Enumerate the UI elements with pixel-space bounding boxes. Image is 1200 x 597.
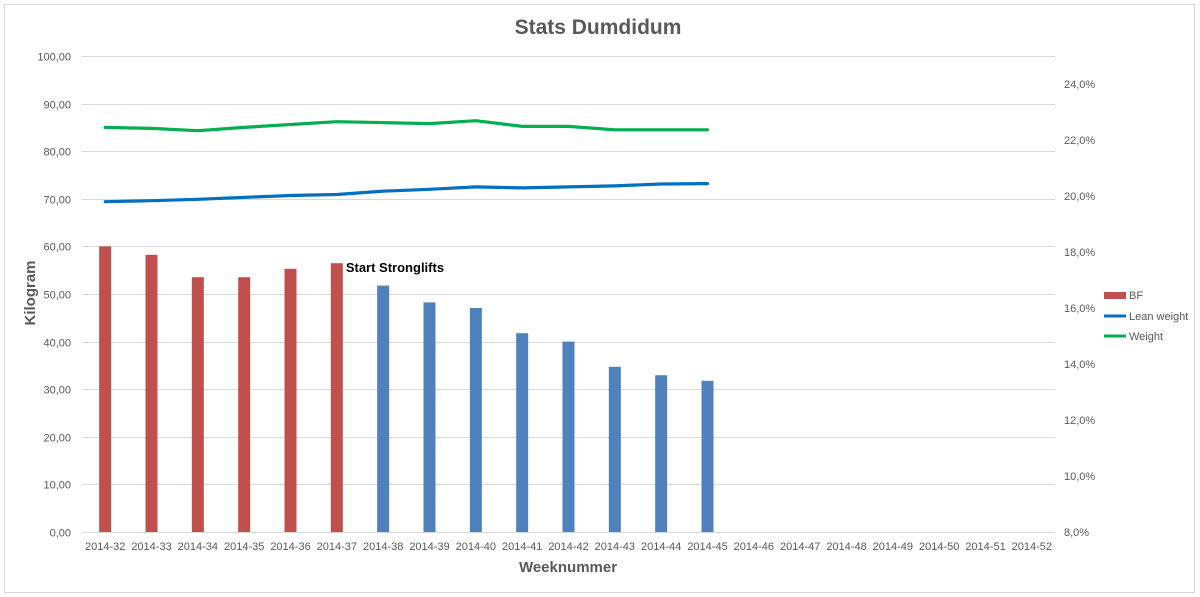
x-tick-label: 2014-40 xyxy=(456,541,496,553)
x-tick-label: 2014-50 xyxy=(919,541,959,553)
bar-bf xyxy=(238,277,251,532)
x-tick-label: 2014-46 xyxy=(734,541,774,553)
x-tick-label: 2014-36 xyxy=(270,541,310,553)
weight-lines xyxy=(103,119,710,204)
x-tick-label: 2014-47 xyxy=(780,541,820,553)
series-line-weight xyxy=(103,119,710,133)
y-tick-label: 0,00 xyxy=(50,528,71,540)
bar-bf xyxy=(191,277,204,532)
x-tick-label: 2014-32 xyxy=(85,541,125,553)
y2-tick-label: 22,0% xyxy=(1064,135,1095,147)
legend-label-bf: BF xyxy=(1129,290,1143,302)
y-tick-label: 40,00 xyxy=(43,338,71,350)
legend-label-lean-weight: Lean weight xyxy=(1129,311,1188,323)
x-tick-label: 2014-48 xyxy=(826,541,866,553)
x-tick-label: 2014-49 xyxy=(873,541,913,553)
y-tick-label: 90,00 xyxy=(43,100,71,112)
bar-bf xyxy=(284,268,297,532)
bar-bf xyxy=(145,254,158,533)
x-tick-label: 2014-45 xyxy=(687,541,727,553)
legend-item-weight: Weight xyxy=(1104,331,1163,343)
legend-item-lean-weight: Lean weight xyxy=(1104,311,1188,323)
bar-bf xyxy=(330,263,343,532)
bar-bf xyxy=(608,366,621,532)
x-tick-label: 2014-33 xyxy=(131,541,171,553)
x-axis-ticks: 2014-32 2014-33 2014-34 2014-35 2014-36 2014-… xyxy=(85,541,1052,553)
bar-bf xyxy=(516,333,529,532)
y2-tick-label: 8,0% xyxy=(1064,527,1089,539)
legend-swatch-bf xyxy=(1104,292,1126,299)
y-tick-label: 10,00 xyxy=(43,480,71,492)
x-tick-label: 2014-35 xyxy=(224,541,264,553)
bar-bf xyxy=(701,380,714,532)
x-tick-label: 2014-52 xyxy=(1012,541,1052,553)
bf-bars xyxy=(99,246,714,533)
y-tick-label: 70,00 xyxy=(43,195,71,207)
y2-tick-label: 20,0% xyxy=(1064,191,1095,203)
annotation-start-stronglifts: Start Stronglifts xyxy=(346,260,444,275)
legend-item-bf: BF xyxy=(1104,290,1143,302)
legend: BF Lean weight Weight xyxy=(1104,290,1188,343)
y2-tick-label: 18,0% xyxy=(1064,247,1095,259)
y2-tick-label: 24,0% xyxy=(1064,79,1095,91)
y-axis-left-ticks: 0,00 10,00 20,00 30,00 40,00 50,00 60,00 70,00 8… xyxy=(37,52,71,540)
x-tick-label: 2014-38 xyxy=(363,541,403,553)
series-line-lean-weight xyxy=(103,182,710,204)
y-tick-label: 20,00 xyxy=(43,433,71,445)
x-tick-label: 2014-39 xyxy=(409,541,449,553)
y-tick-label: 100,00 xyxy=(37,52,71,64)
y2-tick-label: 12,0% xyxy=(1064,415,1095,427)
y-axis-right-ticks: 8,0% 10,0% 12,0% 14,0% 16,0% 18,0% 20,0% 22,0% 2… xyxy=(1064,79,1095,539)
y2-tick-label: 10,0% xyxy=(1064,471,1095,483)
bar-bf xyxy=(377,285,390,532)
x-tick-label: 2014-42 xyxy=(548,541,588,553)
x-tick-label: 2014-44 xyxy=(641,541,681,553)
chart-title: Stats Dumdidum xyxy=(515,16,682,39)
y-tick-label: 80,00 xyxy=(43,147,71,159)
x-tick-label: 2014-37 xyxy=(317,541,357,553)
x-tick-label: 2014-51 xyxy=(965,541,1005,553)
x-tick-label: 2014-43 xyxy=(595,541,635,553)
y-tick-label: 30,00 xyxy=(43,385,71,397)
chart-frame xyxy=(4,4,1195,593)
y-axis-title: Kilogram xyxy=(22,260,39,325)
bar-bf xyxy=(655,375,668,532)
bar-bf xyxy=(562,341,575,532)
bar-bf xyxy=(99,246,112,532)
y-tick-label: 50,00 xyxy=(43,290,71,302)
y-tick-label: 60,00 xyxy=(43,242,71,254)
x-tick-label: 2014-41 xyxy=(502,541,542,553)
bar-bf xyxy=(469,308,482,532)
legend-label-weight: Weight xyxy=(1129,331,1163,343)
y2-tick-label: 14,0% xyxy=(1064,359,1095,371)
x-axis-title: Weeknummer xyxy=(519,559,617,576)
x-tick-label: 2014-34 xyxy=(178,541,218,553)
y2-tick-label: 16,0% xyxy=(1064,303,1095,315)
bar-bf xyxy=(423,302,436,532)
